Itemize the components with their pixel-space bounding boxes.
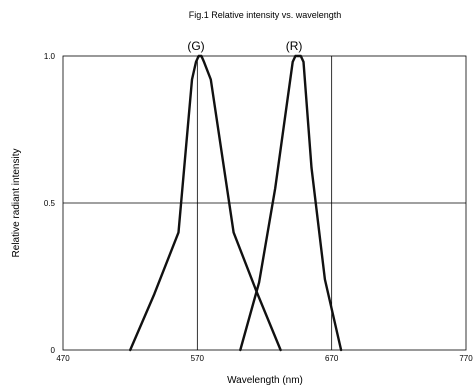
x-tick-label: 470 [56, 354, 70, 363]
series-line-0 [128, 54, 282, 352]
x-axis-label: Wavelength (nm) [227, 375, 303, 386]
series-label-0: (G) [187, 39, 204, 53]
series-label-1: (R) [286, 39, 303, 53]
gridlines [63, 56, 466, 350]
x-tick-label: 770 [459, 354, 473, 363]
x-tick-label: 670 [325, 354, 339, 363]
y-tick-label: 0.5 [44, 199, 56, 208]
x-tick-label: 570 [191, 354, 205, 363]
series-labels: (G) (R) [187, 39, 302, 53]
y-tick-label: 1.0 [44, 52, 56, 61]
y-tick-label: 0 [51, 346, 56, 355]
y-axis-ticks: 0 0.5 1.0 [44, 52, 56, 355]
chart-title: Fig.1 Relative intensity vs. wavelength [189, 10, 342, 20]
series-group [128, 54, 343, 352]
series-line-1 [239, 54, 343, 352]
y-axis-label: Relative radiant intensity [11, 149, 22, 258]
x-axis-ticks: 470 570 670 770 [56, 354, 473, 363]
